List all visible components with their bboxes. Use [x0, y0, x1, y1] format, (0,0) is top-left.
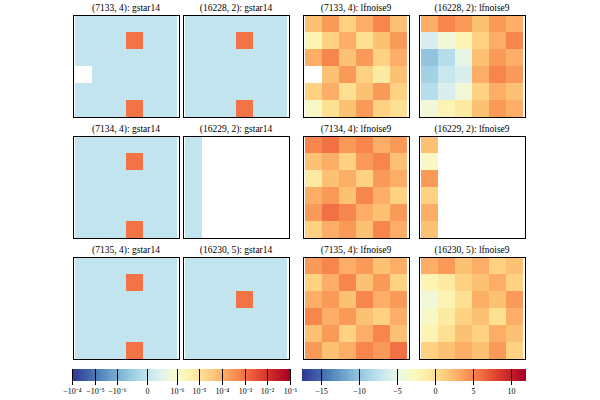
html-text:(7133, 4): lfnoise9: (7133, 4): lfnoise9 — [320, 3, 392, 13]
svg-text:−10⁻⁶: −10⁻⁶ — [108, 387, 127, 396]
svg-text:10⁻⁶: 10⁻⁶ — [171, 387, 185, 396]
html-text:(7134, 4): gstar14: (7134, 4): gstar14 — [92, 124, 160, 134]
svg-text:5: 5 — [472, 387, 476, 396]
svg-text:−10⁻⁵: −10⁻⁵ — [86, 387, 105, 396]
html-text:(7134, 4): lfnoise9: (7134, 4): lfnoise9 — [320, 124, 392, 134]
svg-text:−10: −10 — [353, 387, 366, 396]
html-text:(7133, 4): gstar14: (7133, 4): gstar14 — [92, 3, 160, 13]
svg-text:10⁻¹: 10⁻¹ — [284, 387, 298, 396]
html-text:(16229, 2): gstar14: (16229, 2): gstar14 — [199, 124, 273, 134]
html-text:(16230, 5): lfnoise9: (16230, 5): lfnoise9 — [434, 245, 510, 255]
svg-text:10⁻⁴: 10⁻⁴ — [216, 387, 230, 396]
html-text:(7135, 4): lfnoise9: (7135, 4): lfnoise9 — [320, 245, 392, 255]
svg-text:10: 10 — [508, 387, 516, 396]
svg-text:−5: −5 — [393, 387, 402, 396]
svg-text:0: 0 — [146, 387, 150, 396]
html-text:(16228, 2): gstar14: (16228, 2): gstar14 — [199, 3, 273, 13]
svg-text:−15: −15 — [315, 387, 328, 396]
html-text:(16229, 2): lfnoise9: (16229, 2): lfnoise9 — [434, 124, 510, 134]
html-text:(16230, 5): gstar14: (16230, 5): gstar14 — [199, 245, 273, 255]
svg-text:10⁻²: 10⁻² — [261, 387, 275, 396]
html-text:(16228, 2): lfnoise9: (16228, 2): lfnoise9 — [434, 3, 510, 13]
svg-text:10⁻³: 10⁻³ — [239, 387, 253, 396]
svg-text:−10⁻⁴: −10⁻⁴ — [63, 387, 82, 396]
svg-text:0: 0 — [434, 387, 438, 396]
svg-text:10⁻⁵: 10⁻⁵ — [193, 387, 207, 396]
html-text:(7135, 4): gstar14: (7135, 4): gstar14 — [92, 245, 160, 255]
